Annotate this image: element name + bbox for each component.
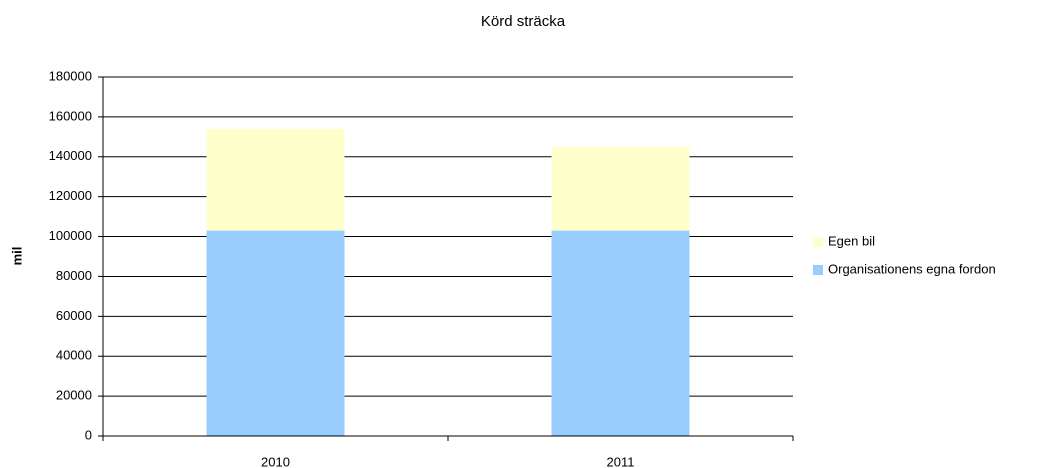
y-tick-label: 80000	[56, 268, 92, 283]
y-tick-label: 160000	[49, 108, 92, 123]
bar-segment	[206, 128, 345, 231]
y-tick-label: 40000	[56, 348, 92, 363]
y-tick-label: 60000	[56, 308, 92, 323]
legend-label: Egen bil	[828, 233, 875, 248]
legend-swatch	[813, 237, 823, 247]
y-tick-label: 100000	[49, 228, 92, 243]
chart-title: Körd sträcka	[481, 13, 566, 30]
y-axis-label: mil	[9, 247, 24, 266]
y-tick-label: 120000	[49, 188, 92, 203]
x-tick-label: 2010	[261, 454, 290, 468]
y-tick-label: 20000	[56, 388, 92, 403]
x-tick-label: 2011	[607, 454, 635, 468]
y-tick-label: 140000	[49, 148, 92, 163]
legend-swatch	[813, 265, 823, 275]
legend-label: Organisationens egna fordon	[828, 261, 996, 276]
bar-segment	[551, 146, 690, 231]
bar-segment	[206, 230, 345, 436]
y-tick-label: 180000	[49, 68, 92, 83]
bar-segment	[551, 230, 690, 436]
y-tick-label: 0	[85, 427, 92, 442]
